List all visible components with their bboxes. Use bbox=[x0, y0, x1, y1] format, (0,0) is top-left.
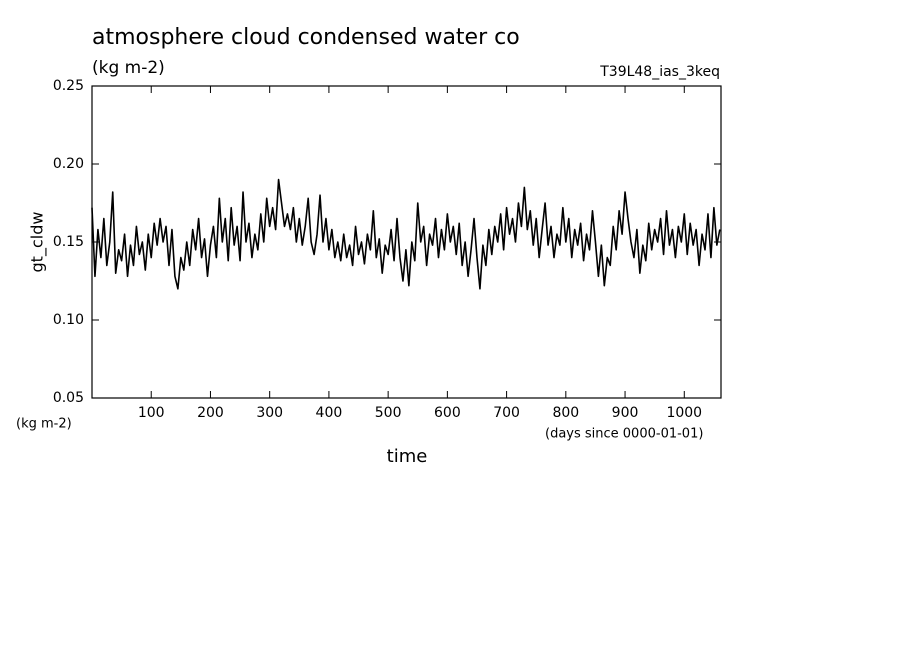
x-tick-label: 1000 bbox=[666, 405, 702, 421]
data-line bbox=[91, 178, 721, 290]
x-tick-label: 500 bbox=[375, 405, 402, 421]
chart-subtitle: (kg m-2) bbox=[92, 58, 165, 78]
x-tick-label: 300 bbox=[256, 405, 283, 421]
chart-title: atmosphere cloud condensed water co bbox=[92, 25, 520, 50]
x-tick-label: 800 bbox=[552, 405, 579, 421]
y-tick-label: 0.20 bbox=[53, 156, 84, 172]
x-tick-label: 100 bbox=[138, 405, 165, 421]
annotation: T39L48_ias_3keq bbox=[599, 64, 720, 80]
y-axis-units: (kg m-2) bbox=[16, 417, 72, 432]
x-tick-label: 600 bbox=[434, 405, 461, 421]
x-tick-label: 400 bbox=[316, 405, 343, 421]
y-tick-label: 0.10 bbox=[53, 312, 84, 328]
x-tick-label: 700 bbox=[493, 405, 520, 421]
x-axis-units: (days since 0000-01-01) bbox=[545, 427, 703, 442]
y-tick-label: 0.05 bbox=[53, 390, 84, 406]
y-tick-label: 0.25 bbox=[53, 78, 84, 94]
x-tick-label: 200 bbox=[197, 405, 224, 421]
x-axis-label: time bbox=[387, 446, 428, 467]
y-axis-label: gt_cldw bbox=[28, 212, 48, 273]
y-tick-label: 0.15 bbox=[53, 234, 84, 250]
x-tick-label: 900 bbox=[612, 405, 639, 421]
